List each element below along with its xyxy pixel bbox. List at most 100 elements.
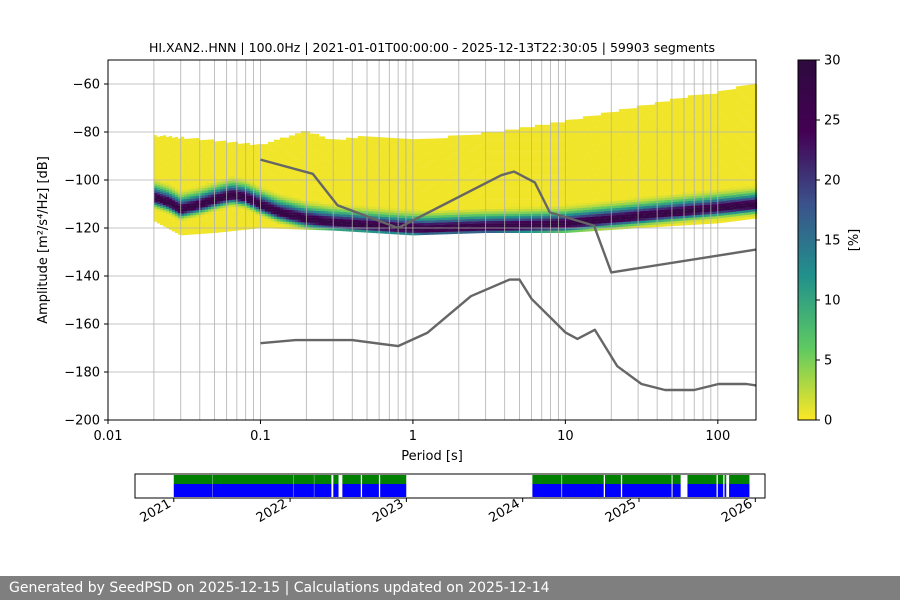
heatmap-cell (262, 146, 265, 149)
heatmap-cell (472, 197, 475, 200)
heatmap-cell (250, 169, 253, 172)
heatmap-cell (355, 205, 358, 208)
heatmap-cell (406, 216, 409, 219)
heatmap-cell (280, 205, 283, 208)
heatmap-cell (184, 184, 187, 187)
heatmap-cell (274, 171, 277, 174)
heatmap-cell (196, 164, 199, 167)
heatmap-cell (223, 205, 226, 208)
heatmap-cell (187, 153, 190, 156)
heatmap-cell (418, 211, 421, 214)
heatmap-cell (418, 170, 421, 173)
heatmap-cell (280, 152, 283, 155)
heatmap-cell (205, 188, 208, 191)
heatmap-cell (478, 147, 481, 150)
heatmap-cell (334, 159, 337, 162)
heatmap-cell (193, 191, 196, 194)
heatmap-cell (523, 142, 526, 145)
heatmap-cell (322, 204, 325, 207)
heatmap-cell (328, 139, 331, 142)
heatmap-cell (466, 135, 469, 138)
heatmap-cell (433, 153, 436, 156)
heatmap-cell (415, 165, 418, 168)
heatmap-cell (154, 202, 157, 205)
heatmap-cell (262, 218, 265, 221)
heatmap-cell (157, 163, 160, 166)
heatmap-cell (523, 137, 526, 140)
heatmap-cell (175, 182, 178, 185)
heatmap-cell (460, 198, 463, 201)
heatmap-cell (493, 158, 496, 161)
heatmap-cell (409, 230, 412, 233)
heatmap-cell (409, 185, 412, 188)
heatmap-cell (274, 180, 277, 183)
heatmap-cell (298, 186, 301, 189)
heatmap-cell (310, 186, 313, 189)
heatmap-cell (322, 146, 325, 149)
heatmap-cell (172, 193, 175, 196)
heatmap-cell (343, 217, 346, 220)
heatmap-cell (319, 189, 322, 192)
heatmap-cell (310, 134, 313, 137)
heatmap-cell (463, 224, 466, 227)
heatmap-cell (337, 142, 340, 145)
heatmap-cell (445, 232, 448, 235)
heatmap-cell (295, 176, 298, 179)
heatmap-cell (328, 201, 331, 204)
heatmap-cell (169, 198, 172, 201)
heatmap-cell (436, 167, 439, 170)
heatmap-cell (295, 222, 298, 225)
heatmap-cell (394, 141, 397, 144)
heatmap-cell (493, 223, 496, 226)
heatmap-cell (424, 220, 427, 223)
heatmap-cell (448, 169, 451, 172)
heatmap-cell (469, 157, 472, 160)
heatmap-cell (343, 224, 346, 227)
heatmap-cell (364, 165, 367, 168)
heatmap-cell (208, 152, 211, 155)
heatmap-cell (163, 145, 166, 148)
heatmap-cell (301, 201, 304, 204)
heatmap-cell (295, 220, 298, 223)
heatmap-cell (433, 172, 436, 175)
heatmap-cell (154, 210, 157, 213)
heatmap-cell (361, 167, 364, 170)
heatmap-cell (472, 212, 475, 215)
heatmap-cell (358, 189, 361, 192)
heatmap-cell (376, 223, 379, 226)
heatmap-cell (526, 154, 529, 157)
heatmap-cell (475, 180, 478, 183)
heatmap-cell (193, 181, 196, 184)
heatmap-cell (343, 176, 346, 179)
heatmap-cell (439, 193, 442, 196)
heatmap-cell (163, 154, 166, 157)
heatmap-cell (487, 230, 490, 233)
heatmap-cell (505, 221, 508, 224)
heatmap-cell (373, 204, 376, 207)
heatmap-cell (217, 216, 220, 219)
heatmap-cell (436, 141, 439, 144)
heatmap-cell (442, 215, 445, 218)
heatmap-cell (442, 186, 445, 189)
heatmap-cell (160, 196, 163, 199)
heatmap-cell (370, 142, 373, 145)
heatmap-cell (223, 148, 226, 151)
heatmap-cell (343, 197, 346, 200)
heatmap-cell (526, 209, 529, 212)
heatmap-cell (475, 216, 478, 219)
heatmap-cell (337, 190, 340, 193)
heatmap-cell (229, 193, 232, 196)
heatmap-cell (334, 161, 337, 164)
heatmap-cell (460, 205, 463, 208)
heatmap-cell (163, 150, 166, 153)
heatmap-cell (316, 187, 319, 190)
heatmap-cell (478, 154, 481, 157)
heatmap-cell (316, 148, 319, 151)
heatmap-cell (205, 152, 208, 155)
heatmap-cell (289, 145, 292, 148)
heatmap-cell (205, 221, 208, 224)
heatmap-cell (325, 199, 328, 202)
heatmap-cell (157, 149, 160, 152)
heatmap-cell (472, 183, 475, 186)
heatmap-cell (325, 213, 328, 216)
